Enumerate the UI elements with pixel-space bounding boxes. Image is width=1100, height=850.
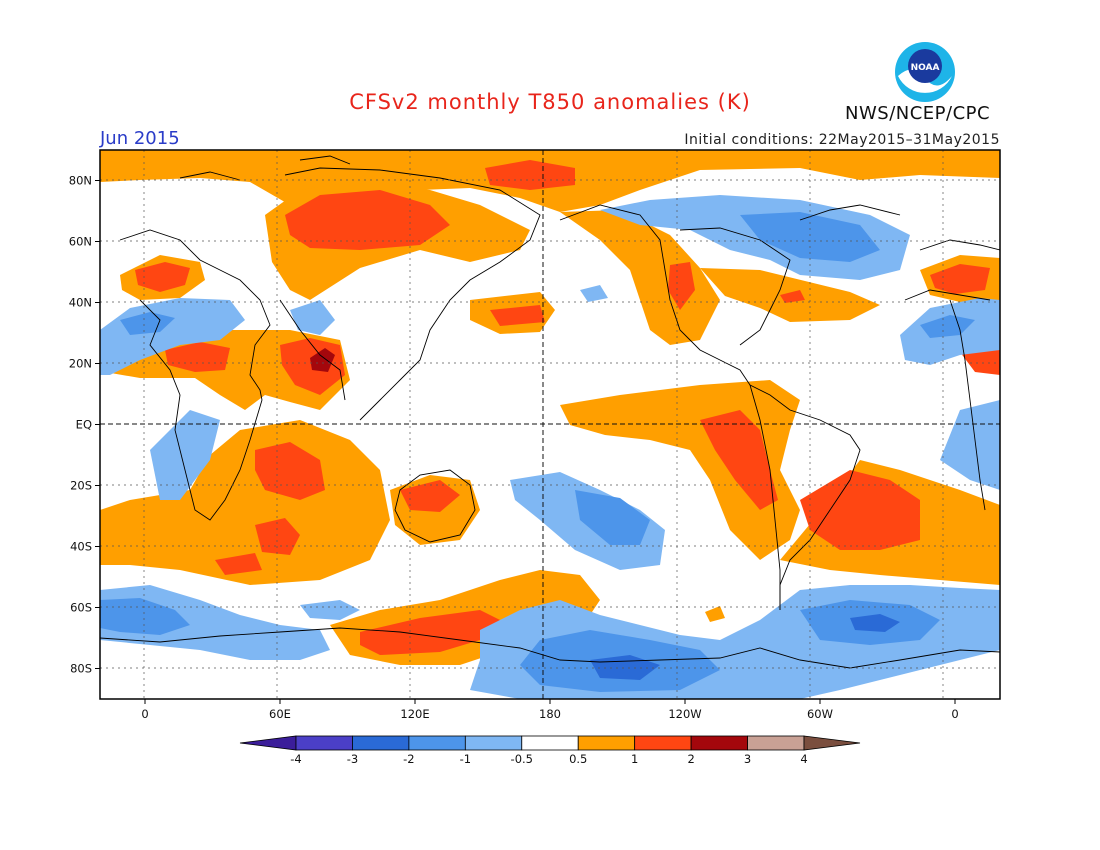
- lon-tick-label: 120E: [400, 707, 429, 721]
- colorbar-label: -2: [403, 752, 414, 766]
- extreme-warm-anomaly: [310, 348, 335, 372]
- colorbar-label: -1: [460, 752, 471, 766]
- valid-month-label: Jun 2015: [100, 128, 180, 149]
- colorbar-high-arrow: [803, 735, 861, 751]
- moderate-cool-anomaly-regions: [100, 212, 975, 692]
- lon-tick-label: 0: [141, 707, 148, 721]
- lon-tick-label: 180: [539, 707, 561, 721]
- initial-conditions-label: Initial conditions: 22May2015–31May2015: [684, 132, 1000, 148]
- lat-tick-label: 40N: [69, 296, 92, 310]
- lat-tick-label: 60S: [70, 601, 92, 615]
- lat-tick-label: 60N: [69, 235, 92, 249]
- colorbar-low-arrow: [239, 735, 297, 751]
- lon-tick-label: 120W: [668, 707, 701, 721]
- lat-tick-label: 20S: [70, 479, 92, 493]
- chart-title: CFSv2 monthly T850 anomalies (K): [349, 90, 751, 114]
- agency-label: NWS/NCEP/CPC: [845, 103, 991, 124]
- colorbar-label: -0.5: [511, 752, 533, 766]
- colorbar-label: 4: [800, 752, 807, 766]
- colorbar-swatch: [408, 735, 466, 751]
- colorbar-swatch: [464, 735, 523, 751]
- colorbar-label: -3: [347, 752, 358, 766]
- colorbar-label: 1: [631, 752, 638, 766]
- color-scale: -4 -3 -2 -1 -0.5 0.5 1 2 3 4: [239, 735, 861, 766]
- strong-cool-anomaly-regions: [590, 614, 900, 680]
- lat-tick-label: 40S: [70, 540, 92, 554]
- lat-tick-label: 80N: [69, 174, 92, 188]
- colorbar-swatch: [352, 735, 410, 751]
- colorbar-swatch: [577, 735, 636, 751]
- equator-dateline: [100, 150, 1000, 699]
- colorbar-swatch: [690, 735, 748, 751]
- lat-tick-label: 80S: [70, 662, 92, 676]
- colorbar-label: 0.5: [569, 752, 587, 766]
- noaa-logo-text: NOAA: [911, 63, 940, 73]
- lat-tick-label: 20N: [69, 357, 92, 371]
- colorbar-swatch: [295, 735, 353, 751]
- coastlines: [100, 155, 1000, 669]
- lon-tick-label: 60E: [269, 707, 291, 721]
- colorbar-label: -4: [290, 752, 301, 766]
- lat-tick-label: EQ: [76, 418, 92, 432]
- lon-tick-label: 60W: [807, 707, 833, 721]
- colorbar-label: 3: [744, 752, 751, 766]
- lon-tick-label: 0: [951, 707, 958, 721]
- colorbar-label: 2: [687, 752, 694, 766]
- latitude-axis: 80N 60N 40N 20N EQ 20S 40S 60S 80S: [69, 174, 100, 676]
- graticule: [100, 150, 1000, 699]
- colorbar-swatch: [634, 735, 692, 751]
- noaa-logo-icon: NOAA: [895, 42, 955, 102]
- longitude-axis: 0 60E 120E 180 120W 60W 0: [141, 699, 959, 721]
- colorbar-swatch: [747, 735, 805, 751]
- colorbar-swatch: [521, 735, 579, 751]
